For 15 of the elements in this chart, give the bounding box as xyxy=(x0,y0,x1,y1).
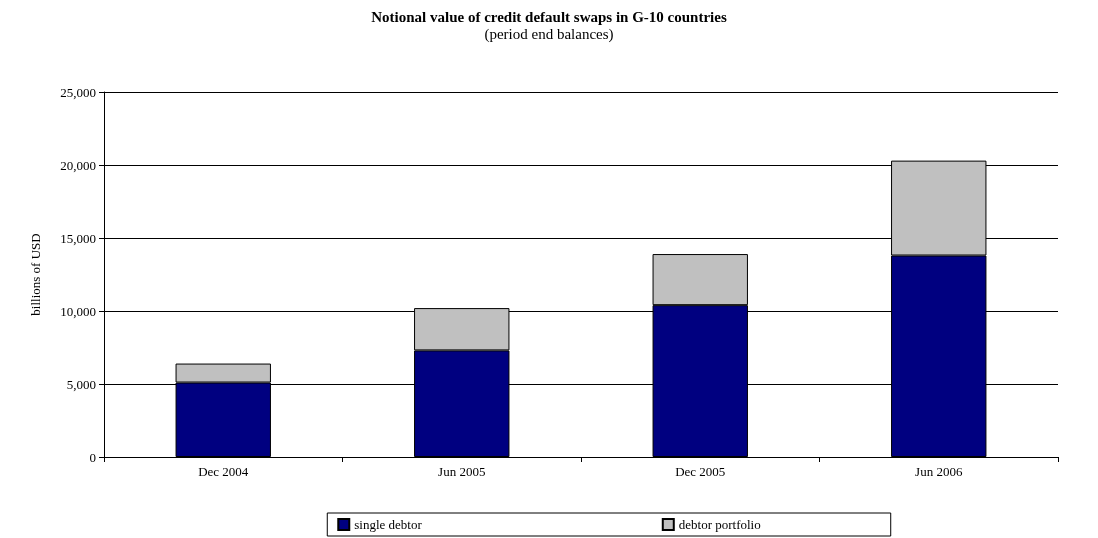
y-tick-label: 0 xyxy=(89,449,96,465)
y-tick-label: 20,000 xyxy=(60,157,96,173)
legend-label: debtor portfolio xyxy=(678,517,761,532)
x-tick-label: Jun 2006 xyxy=(915,464,963,479)
chart-subtitle: (period end balances) xyxy=(484,25,614,43)
y-tick-label: 15,000 xyxy=(60,230,96,246)
chart-title: Notional value of credit default swaps in G-10 countries xyxy=(371,8,727,25)
y-tick-label: 5,000 xyxy=(66,376,96,392)
y-tick-label: 10,000 xyxy=(60,303,96,319)
legend-label: single debtor xyxy=(354,517,423,532)
y-axis-title: billions of USD xyxy=(28,233,43,316)
y-tick-label: 25,000 xyxy=(60,84,96,100)
x-tick-label: Dec 2004 xyxy=(198,464,249,479)
x-tick-label: Jun 2005 xyxy=(438,464,486,479)
x-tick-label: Dec 2005 xyxy=(675,464,726,479)
